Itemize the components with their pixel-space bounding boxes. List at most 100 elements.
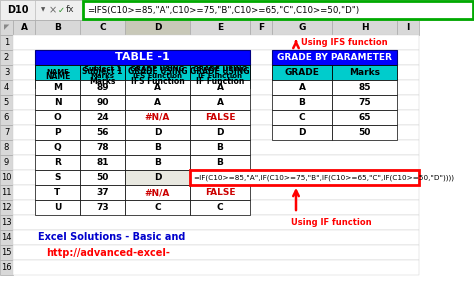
Bar — [13, 65, 419, 80]
Text: Using IF function: Using IF function — [291, 218, 372, 227]
Bar — [80, 80, 125, 95]
Bar — [80, 170, 125, 185]
Bar — [35, 125, 80, 140]
Text: A: A — [217, 98, 224, 107]
Text: 50: 50 — [358, 128, 371, 137]
Text: Excel Solutions - Basic and: Excel Solutions - Basic and — [38, 232, 185, 243]
Bar — [125, 80, 190, 95]
Bar — [80, 155, 125, 170]
Bar — [80, 185, 125, 200]
Bar — [0, 140, 13, 155]
Text: A: A — [20, 23, 27, 32]
Bar — [80, 65, 125, 80]
Text: 73: 73 — [96, 203, 109, 212]
Text: 65: 65 — [358, 113, 371, 122]
Text: 4: 4 — [4, 83, 9, 92]
Bar — [13, 125, 419, 140]
Bar — [332, 125, 397, 140]
Bar — [272, 20, 332, 35]
Bar — [0, 35, 13, 50]
Text: H: H — [361, 23, 368, 32]
Text: Subject 1
Marks: Subject 1 Marks — [82, 67, 123, 86]
Bar — [190, 20, 250, 35]
Text: Using IFS function: Using IFS function — [301, 38, 388, 47]
Text: ×: × — [49, 5, 57, 15]
Text: 24: 24 — [96, 113, 109, 122]
Bar — [80, 20, 125, 35]
Bar — [35, 65, 250, 87]
Bar — [13, 50, 419, 65]
Bar — [0, 80, 13, 95]
Text: GRADE USING
IF Function: GRADE USING IF Function — [190, 67, 250, 86]
Bar — [35, 20, 80, 35]
Bar — [35, 50, 250, 65]
Text: 90: 90 — [96, 98, 109, 107]
Bar — [35, 80, 80, 95]
Text: 14: 14 — [1, 233, 12, 242]
Bar — [13, 35, 419, 50]
Text: C: C — [299, 113, 305, 122]
Bar — [80, 200, 125, 215]
Text: O: O — [54, 113, 61, 122]
Bar — [190, 185, 250, 200]
Bar — [272, 110, 332, 125]
Text: B: B — [217, 158, 223, 167]
Text: FALSE: FALSE — [205, 113, 235, 122]
Text: TABLE -1: TABLE -1 — [115, 53, 170, 62]
Bar — [125, 200, 190, 215]
Text: #N/A: #N/A — [145, 188, 170, 197]
Text: 37: 37 — [96, 188, 109, 197]
Text: T: T — [55, 188, 61, 197]
Text: B: B — [217, 143, 223, 152]
Bar — [190, 170, 419, 185]
Text: D: D — [216, 128, 224, 137]
Text: D: D — [154, 173, 161, 182]
Text: I: I — [406, 23, 410, 32]
Text: 78: 78 — [96, 143, 109, 152]
Bar — [125, 170, 190, 185]
Bar — [35, 110, 80, 125]
Bar — [125, 95, 190, 110]
Bar — [80, 110, 125, 125]
Bar — [332, 65, 397, 80]
Bar — [0, 215, 13, 230]
Bar — [125, 20, 190, 35]
Bar — [190, 170, 250, 185]
Text: 89: 89 — [96, 83, 109, 92]
Bar — [80, 140, 125, 155]
Text: 10: 10 — [1, 173, 12, 182]
Bar — [35, 200, 80, 215]
Bar — [0, 0, 35, 20]
Text: C: C — [99, 23, 106, 32]
Bar — [0, 65, 13, 80]
Text: Q: Q — [54, 143, 61, 152]
Bar — [397, 20, 419, 35]
Text: S: S — [54, 173, 61, 182]
Bar — [125, 65, 190, 87]
Text: NAME: NAME — [45, 72, 70, 81]
Bar — [190, 65, 250, 87]
Text: 11: 11 — [1, 188, 12, 197]
Bar — [13, 170, 419, 185]
Text: B: B — [154, 158, 161, 167]
Text: 7: 7 — [4, 128, 9, 137]
Bar — [0, 95, 13, 110]
Text: NAME: NAME — [46, 69, 69, 76]
Text: http://advanced-excel-: http://advanced-excel- — [46, 248, 170, 257]
Bar — [190, 80, 250, 95]
Bar — [13, 110, 419, 125]
Bar — [190, 65, 250, 80]
Text: 75: 75 — [358, 98, 371, 107]
Text: ◤: ◤ — [4, 24, 9, 31]
Text: 6: 6 — [4, 113, 9, 122]
Text: 13: 13 — [1, 218, 12, 227]
Text: FALSE: FALSE — [205, 188, 235, 197]
Bar — [35, 185, 80, 200]
Bar — [0, 170, 13, 185]
Bar — [190, 140, 250, 155]
Bar — [125, 185, 190, 200]
Text: =IF(C10>=85,"A",IF(C10>=75,"B",IF(C10>=65,"C",IF(C10>=50,"D")))): =IF(C10>=85,"A",IF(C10>=75,"B",IF(C10>=6… — [193, 174, 454, 181]
Text: 8: 8 — [4, 143, 9, 152]
Bar — [0, 245, 13, 260]
Bar — [0, 260, 13, 275]
